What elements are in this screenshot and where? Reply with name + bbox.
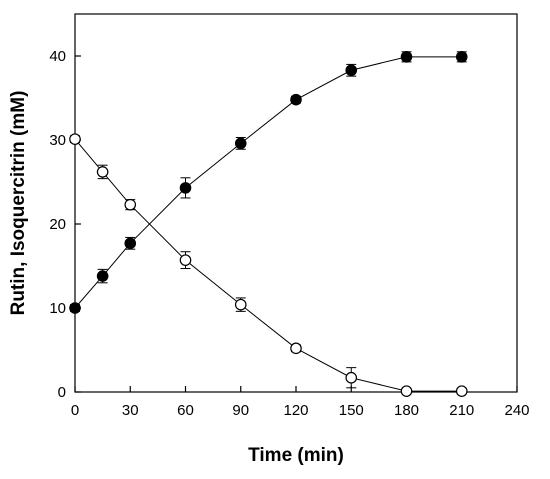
errors-layer: [70, 51, 467, 395]
y-tick-label: 0: [58, 384, 66, 401]
series-1-point: [179, 182, 192, 194]
x-tick-label: 90: [232, 402, 249, 419]
series-1-point: [290, 93, 302, 106]
series-2-point: [179, 254, 192, 266]
series-2-point: [69, 133, 81, 145]
x-tick-label: 30: [122, 402, 139, 419]
series-2-point: [400, 385, 413, 397]
series-2-line: [74, 138, 462, 392]
y-tick-label: 30: [49, 132, 66, 149]
y-axis-title: Rutin, Isoquercitrin (mM): [8, 91, 29, 316]
series-1-point: [234, 137, 247, 150]
ticks-layer: 0 30 60 90 120 150 180 210 240 0 10 20 30 40: [49, 48, 529, 419]
x-tick-label: 60: [177, 402, 194, 419]
x-tick-label: 150: [339, 402, 364, 419]
x-tick-label: 120: [283, 402, 308, 419]
points-layer: [69, 51, 468, 397]
series-1-point: [69, 302, 81, 314]
x-axis-title: Time (min): [248, 445, 344, 466]
series-2-point: [96, 166, 109, 178]
series-2-point: [455, 385, 468, 397]
series-2-point: [290, 342, 302, 355]
y-tick-label: 10: [49, 300, 66, 317]
series-2-point: [345, 371, 358, 384]
lines-layer: [74, 56, 462, 392]
y-tick-label: 20: [49, 216, 66, 233]
x-tick-label: 240: [504, 402, 529, 419]
series-1-point: [96, 270, 109, 282]
plot-frame: [74, 13, 518, 393]
series-1-point: [400, 51, 413, 63]
series-1-point: [345, 64, 358, 77]
series-1-point: [124, 237, 137, 250]
series-1-line: [74, 56, 462, 309]
x-tick-label: 180: [394, 402, 419, 419]
series-2-point: [234, 298, 247, 311]
x-tick-label: 210: [449, 402, 474, 419]
y-tick-label: 40: [49, 48, 66, 65]
x-tick-label: 0: [71, 402, 79, 419]
series-1-point: [455, 51, 468, 63]
series-2-point: [124, 198, 137, 211]
